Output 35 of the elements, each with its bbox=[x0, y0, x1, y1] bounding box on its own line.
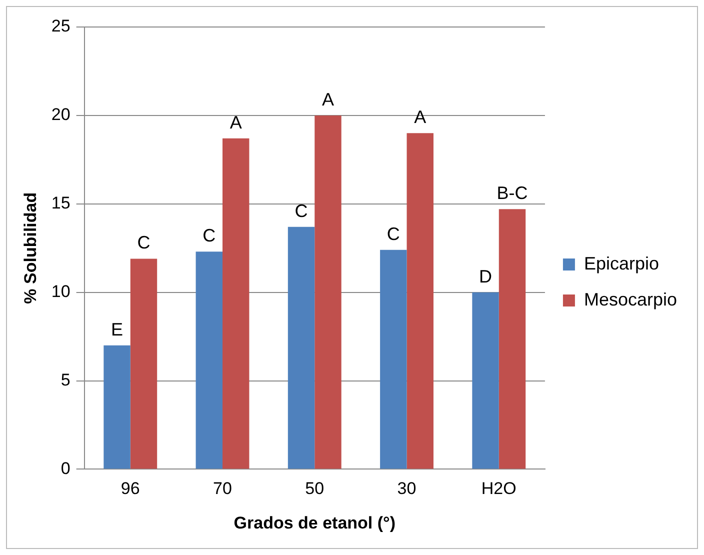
y-axis-title: % Solubilidad bbox=[20, 192, 40, 304]
y-tick-label: 15 bbox=[51, 194, 70, 213]
bar bbox=[406, 133, 434, 469]
x-tick-label: 50 bbox=[305, 479, 324, 498]
y-tick-label: 0 bbox=[60, 458, 70, 478]
y-tick-label: 5 bbox=[60, 370, 70, 390]
data-label: D bbox=[479, 266, 492, 286]
y-tick-label: 25 bbox=[51, 16, 70, 36]
data-label: C bbox=[294, 200, 308, 221]
bar bbox=[222, 138, 250, 469]
y-tick-label: 20 bbox=[51, 105, 70, 124]
bar bbox=[104, 345, 130, 469]
data-label: E bbox=[111, 319, 124, 340]
legend-label: Mesocarpio bbox=[584, 289, 678, 310]
data-label: C bbox=[386, 224, 400, 244]
bar bbox=[472, 292, 499, 469]
data-label: A bbox=[322, 89, 334, 110]
bar bbox=[130, 258, 158, 469]
data-label: A bbox=[414, 107, 426, 128]
x-tick-label: 96 bbox=[120, 479, 140, 498]
bar bbox=[498, 209, 526, 469]
data-label: B-C bbox=[496, 183, 528, 204]
bar bbox=[196, 252, 223, 469]
legend-label: Epicarpio bbox=[584, 253, 660, 274]
data-label: A bbox=[230, 112, 242, 132]
x-tick-label: 70 bbox=[213, 479, 232, 498]
x-tick-label: H2O bbox=[481, 479, 516, 498]
bar bbox=[314, 115, 342, 469]
bar bbox=[380, 250, 407, 469]
bar bbox=[288, 226, 315, 469]
data-label: C bbox=[137, 232, 150, 253]
y-tick-label: 10 bbox=[51, 282, 70, 302]
data-label: C bbox=[202, 226, 216, 246]
x-tick-label: 30 bbox=[397, 479, 416, 498]
x-axis-title: Grados de etanol (°) bbox=[234, 513, 396, 532]
